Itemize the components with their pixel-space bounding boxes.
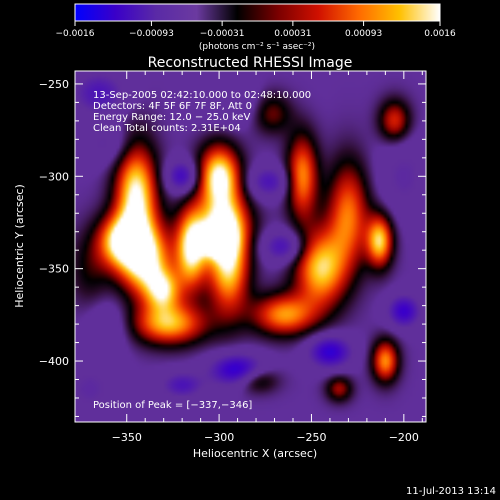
y-tick-label: −350: [39, 263, 69, 276]
y-axis-label: Heliocentric Y (arcsec): [13, 184, 26, 308]
x-tick-label: −350: [112, 431, 142, 444]
y-axis: −250 −300 −350 −400: [39, 78, 426, 417]
colorbar-tick-label: 0.00093: [345, 29, 382, 39]
colorbar-gradient: [74, 3, 441, 22]
colorbar-tick-label: −0.00093: [129, 29, 174, 39]
x-axis-label: Heliocentric X (arcsec): [193, 447, 317, 460]
annotations: 13-Sep-2005 02:42:10.000 to 02:48:10.000…: [93, 90, 311, 411]
annotation-energy: Energy Range: 12.0 − 25.0 keV: [93, 112, 250, 123]
colorbar: −0.0016 −0.00093 −0.00031 0.00031 0.00093 0.0…: [55, 3, 456, 52]
x-axis: −350 −300 −250 −200: [112, 71, 423, 444]
heatmap-image: [75, 71, 426, 422]
colorbar-tick-label: −0.00031: [200, 29, 245, 39]
y-tick-label: −250: [39, 78, 69, 91]
annotation-peak-position: Position of Peak = [−337,−346]: [93, 400, 252, 411]
y-tick-label: −300: [39, 170, 69, 183]
colorbar-unit-label: (photons cm⁻² s⁻¹ asec⁻²): [199, 42, 315, 52]
colorbar-tick-label: −0.0016: [55, 29, 94, 39]
colorbar-tick-label: 0.0016: [424, 29, 456, 39]
colorbar-tick-label: 0.00031: [274, 29, 311, 39]
y-tick-label: −400: [39, 355, 69, 368]
colorbar-ticks: −0.0016 −0.00093 −0.00031 0.00031 0.00093 0.0…: [55, 21, 456, 39]
x-tick-label: −250: [296, 431, 326, 444]
annotation-time: 13-Sep-2005 02:42:10.000 to 02:48:10.000: [93, 90, 311, 101]
x-tick-label: −200: [389, 431, 419, 444]
annotation-detectors: Detectors: 4F 5F 6F 7F 8F, Att 0: [93, 101, 252, 112]
plot-frame: [74, 70, 427, 423]
footer-date: 11-Jul-2013 13:14: [406, 486, 496, 497]
annotation-clean: Clean Total counts: 2.31E+04: [93, 123, 241, 134]
chart-title: Reconstructed RHESSI Image: [148, 55, 353, 71]
heatmap: [75, 71, 426, 422]
x-tick-label: −300: [204, 431, 234, 444]
